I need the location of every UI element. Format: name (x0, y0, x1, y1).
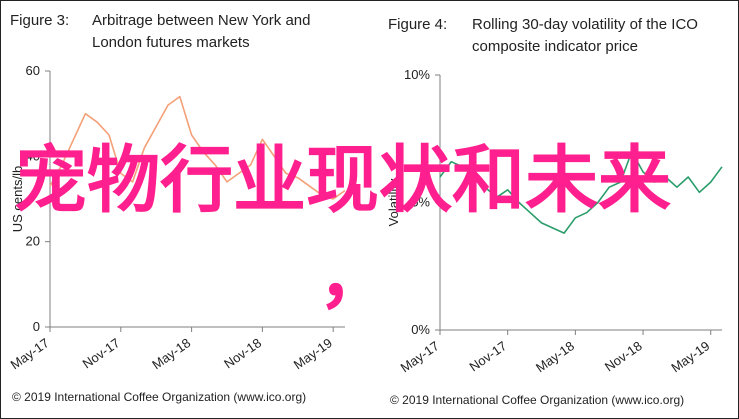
figure-4-header: Figure 4: Rolling 30-day volatility of t… (388, 14, 733, 60)
fig3-y-axis-label: US cents/lb (10, 166, 25, 232)
fig4-y-axis-label: Volatility (386, 178, 401, 226)
fig4-x-tick-label: May-19 (668, 338, 712, 375)
figure-4-label: Figure 4: (388, 16, 448, 33)
fig4-x-tick-label: Nov-18 (602, 338, 645, 374)
figure-4-title-line1: Rolling 30-day volatility of the ICO (472, 16, 698, 33)
figure-3-title-line1: Arbitrage between New York and (92, 12, 311, 29)
fig4-y-tick-label: 0% (411, 322, 430, 337)
fig3-y-tick-label: 60 (26, 63, 40, 78)
figure-3-label: Figure 3: (10, 12, 70, 29)
fig3-x-tick-label: May-19 (291, 335, 335, 372)
fig4-x-tick-label: May-18 (533, 338, 577, 375)
fig3-y-tick-label: 0 (33, 319, 40, 334)
figure-3-title-line2: London futures markets (92, 34, 250, 51)
fig3-x-tick-label: May-18 (149, 335, 193, 372)
fig3-y-tick-label: 40 (26, 148, 40, 163)
figure-3-footer: © 2019 International Coffee Organization… (12, 390, 307, 404)
fig4-series-line (439, 150, 723, 234)
fig4-x-tick-label: May-17 (398, 338, 442, 375)
fig3-x-tick-label: Nov-18 (221, 335, 264, 371)
fig4-x-tick-label: Nov-17 (466, 338, 509, 374)
fig4-y-tick-label: 5% (411, 195, 430, 210)
fig3-x-tick-label: May-17 (8, 335, 52, 372)
fig3-series-line (49, 95, 346, 200)
fig3-x-tick-label: Nov-17 (80, 335, 123, 371)
fig4-y-tick-label: 10% (404, 67, 430, 82)
fig3-y-tick-label: 20 (26, 234, 40, 249)
figure-4-footer: © 2019 International Coffee Organization… (390, 393, 685, 407)
figure-3-header: Figure 3: Arbitrage between New York and… (10, 10, 370, 56)
figure-4-title-line2: composite indicator price (472, 38, 638, 55)
